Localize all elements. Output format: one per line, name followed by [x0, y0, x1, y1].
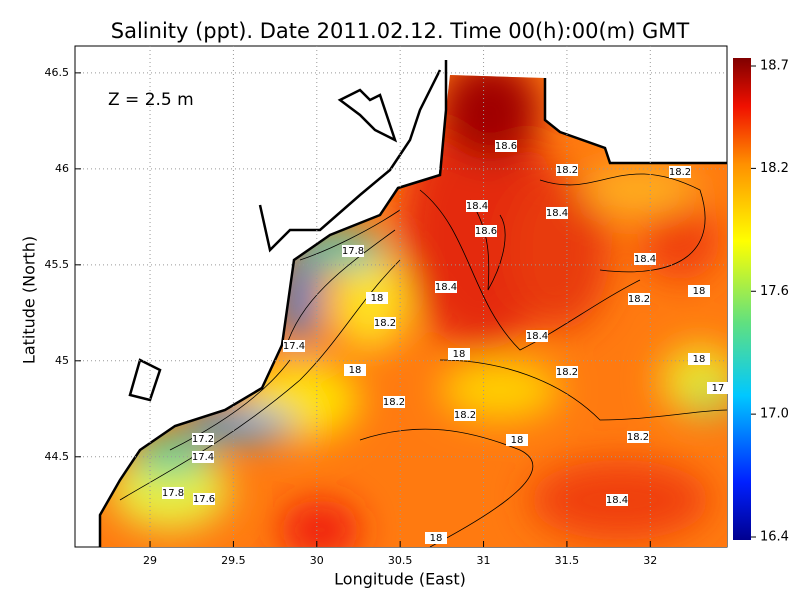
- contour-label: 18.4: [466, 201, 488, 212]
- contour-label: 18: [371, 293, 384, 304]
- contour-label: 18.4: [435, 282, 457, 293]
- contour-label-box: [435, 281, 457, 293]
- contour-label: 18: [453, 349, 466, 360]
- contour-label-box: [283, 340, 305, 352]
- x-tick-label: 32: [643, 554, 657, 567]
- colorbar-label: 18.7: [760, 59, 789, 74]
- contour-label-box: [669, 166, 691, 178]
- contour-label: 17: [712, 383, 725, 394]
- contour-label-box: [448, 348, 470, 360]
- contour-label-box: [546, 207, 568, 219]
- x-tick-label: 29.5: [221, 554, 246, 567]
- contour-label-box: [556, 164, 578, 176]
- contour-label: 18.4: [546, 208, 568, 219]
- contour-label: 18.4: [606, 495, 628, 506]
- y-tick-label: 46.5: [45, 66, 70, 79]
- contour-label: 17.8: [162, 488, 184, 499]
- colorbar-label: 17.0: [760, 407, 789, 422]
- contour-label: 18: [693, 354, 706, 365]
- contour-label: 17.4: [192, 452, 214, 463]
- y-tick-label: 44.5: [45, 450, 70, 463]
- x-axis-label: Longitude (East): [334, 570, 466, 589]
- colorbar: [733, 58, 751, 540]
- contour-label-box: [475, 225, 497, 237]
- contour-label-box: [374, 317, 396, 329]
- coastline: [98, 60, 727, 547]
- contour-label: 18.2: [556, 165, 578, 176]
- contour-label: 18.2: [383, 397, 405, 408]
- contour-label-box: [366, 292, 388, 304]
- contour-label: 18.2: [374, 318, 396, 329]
- contour-label: 18.6: [495, 141, 517, 152]
- x-tick-label: 30: [310, 554, 324, 567]
- contour-label: 18.2: [628, 294, 650, 305]
- contour-label-box: [634, 253, 656, 265]
- contour-label-box: [606, 494, 628, 506]
- contour-label-box: [193, 493, 215, 505]
- contour-label: 18.4: [634, 254, 656, 265]
- contour-label-box: [383, 396, 405, 408]
- contour-label-box: [556, 366, 578, 378]
- contour-label-box: [526, 330, 548, 342]
- contour-label: 17.8: [342, 246, 364, 257]
- contour-label-box: [466, 200, 488, 212]
- depth-label: Z = 2.5 m: [108, 90, 194, 110]
- colorbar-label: 18.2: [760, 161, 789, 176]
- contour-label: 18: [693, 286, 706, 297]
- contour-label-box: [344, 364, 366, 376]
- x-tick-label: 31: [477, 554, 491, 567]
- contour-label-box: [342, 245, 364, 257]
- colorbar-label: 16.4: [760, 530, 789, 545]
- contour-label: 18.2: [556, 367, 578, 378]
- contour-label-box: [495, 140, 517, 152]
- x-tick-label: 30.5: [388, 554, 413, 567]
- contour-label: 18.6: [475, 226, 497, 237]
- grid: [75, 46, 727, 547]
- x-tick-label: 29: [143, 554, 157, 567]
- contour-label: 18.2: [627, 432, 649, 443]
- contour-label: 18.4: [526, 331, 548, 342]
- contour-label: 18.2: [669, 167, 691, 178]
- colorbar-label: 17.6: [760, 284, 789, 299]
- contour-label-box: [628, 293, 650, 305]
- title: Salinity (ppt). Date 2011.02.12. Time 00…: [111, 19, 690, 43]
- contour-label: 18: [511, 435, 524, 446]
- contour-label-box: [506, 434, 528, 446]
- contour-label: 17.2: [192, 434, 214, 445]
- contour-label-box: [192, 433, 214, 445]
- y-axis-label: Latitude (North): [20, 236, 39, 364]
- y-tick-label: 45.5: [45, 258, 70, 271]
- contour-label-box: [627, 431, 649, 443]
- contour-label-box: [162, 487, 184, 499]
- x-tick-label: 31.5: [555, 554, 580, 567]
- contour-label: 18: [349, 365, 362, 376]
- contour-label: 18: [430, 533, 443, 544]
- y-tick-label: 45: [55, 354, 69, 367]
- contour-label-box: [454, 409, 476, 421]
- contour-label: 17.4: [283, 341, 305, 352]
- contour-label: 17.6: [193, 494, 215, 505]
- contour-label-box: [688, 285, 710, 297]
- contour-label-box: [425, 532, 447, 544]
- contour-label-box: [707, 382, 729, 394]
- contour-label: 18.2: [454, 410, 476, 421]
- y-tick-label: 46: [55, 162, 69, 175]
- contour-label-box: [192, 451, 214, 463]
- contour-label-box: [688, 353, 710, 365]
